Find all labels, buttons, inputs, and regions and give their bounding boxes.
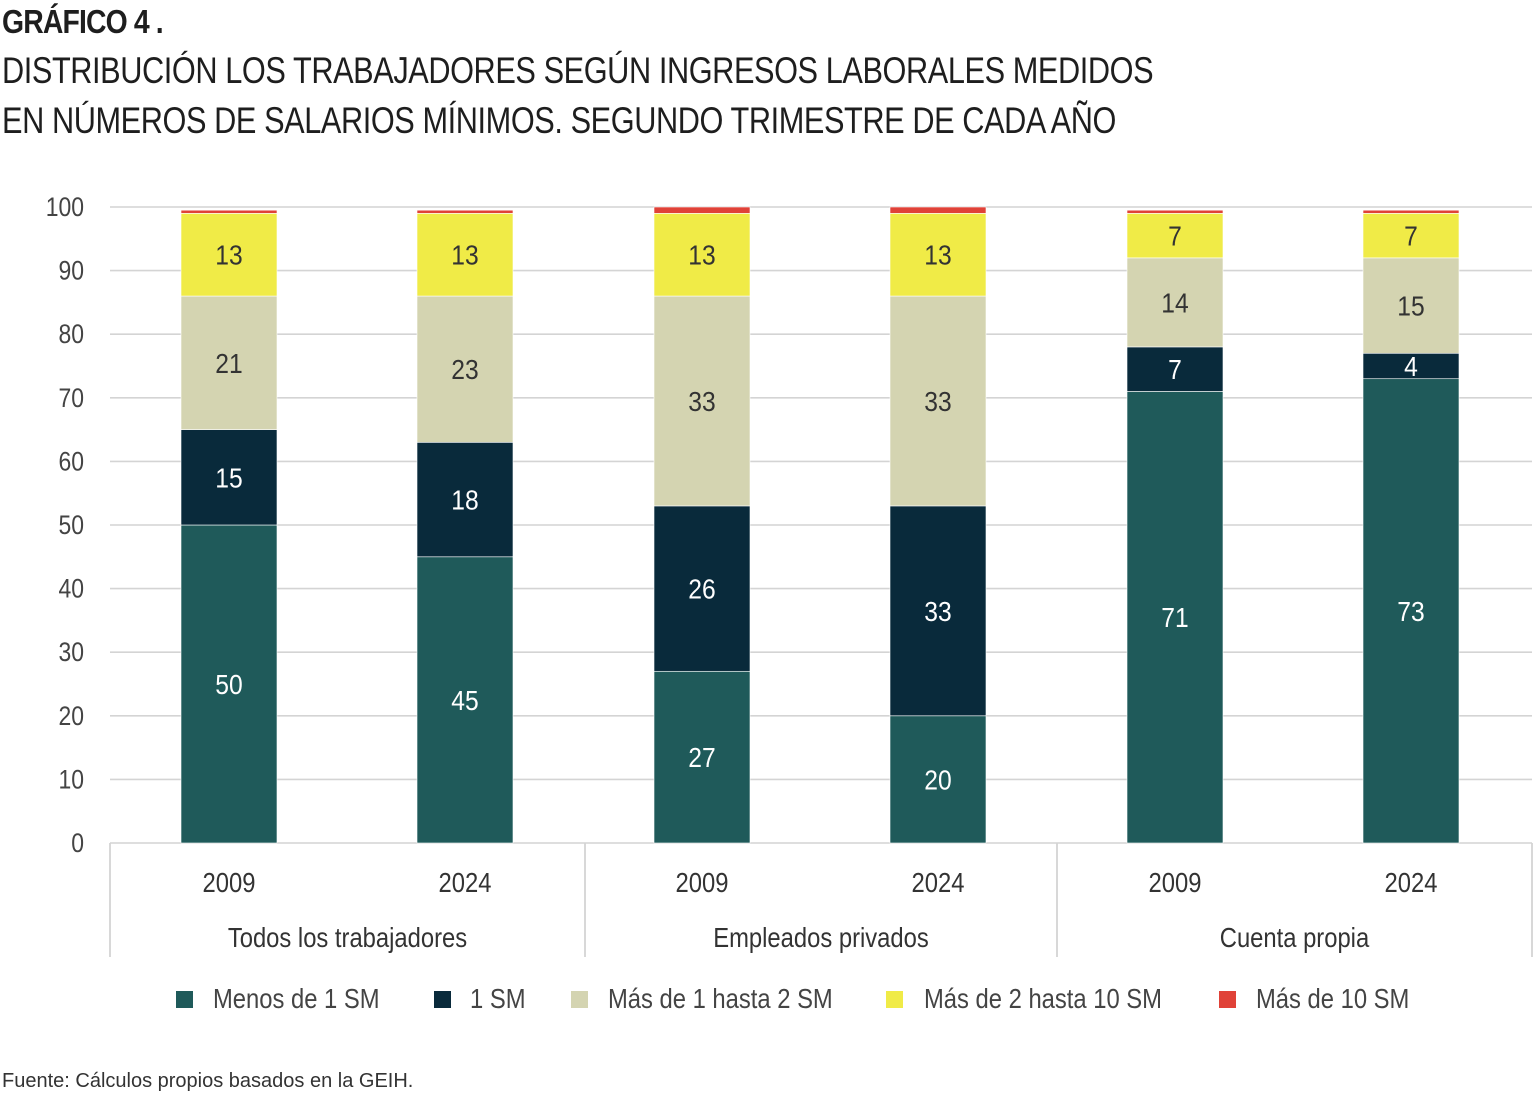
bar-segment-3-series-1 bbox=[653, 670, 751, 844]
bar-segment-5-series-3 bbox=[1126, 257, 1224, 348]
bar-segment-1-series-2 bbox=[180, 429, 278, 526]
y-tick-label-100: 100 bbox=[46, 192, 84, 222]
y-tick-label-50: 50 bbox=[58, 510, 84, 540]
chart-title: DISTRIBUCIÓN LOS TRABAJADORES SEGÚN INGR… bbox=[2, 46, 1154, 146]
chart-title-line-2: EN NÚMEROS DE SALARIOS MÍNIMOS. SEGUNDO … bbox=[2, 100, 1116, 141]
bar-segment-6-series-5 bbox=[1362, 209, 1460, 214]
bar-segment-1-series-5 bbox=[180, 209, 278, 214]
bar-segment-3-series-3 bbox=[653, 295, 751, 507]
bar-segment-6-series-2 bbox=[1362, 352, 1460, 380]
bar-segment-2-series-3 bbox=[416, 295, 514, 443]
legend-label-1: Menos de 1 SM bbox=[213, 982, 380, 1014]
data-label-1-series-2: 15 bbox=[215, 462, 242, 494]
bar-segment-2-series-5 bbox=[416, 209, 514, 214]
data-label-6-series-3: 15 bbox=[1397, 290, 1424, 322]
group-label-1: Todos los trabajadores bbox=[228, 921, 467, 953]
data-label-6-series-2: 4 bbox=[1404, 351, 1418, 383]
stacked-bar-chart: 0 10 20 30 40 50 60 70 80 90 100 50 15 21 13 45 18 23 13 27… bbox=[46, 192, 1533, 1014]
y-tick-label-40: 40 bbox=[58, 574, 84, 604]
bar-segment-5-series-4 bbox=[1126, 213, 1224, 259]
data-label-1-series-3: 21 bbox=[215, 347, 242, 379]
legend-label-4: Más de 2 hasta 10 SM bbox=[924, 982, 1162, 1014]
bar-segment-2-series-4 bbox=[416, 213, 514, 297]
legend-label-5: Más de 10 SM bbox=[1256, 982, 1409, 1014]
bar-segment-4-series-5 bbox=[889, 206, 987, 214]
legend-swatch-1 bbox=[176, 991, 193, 1008]
bar-segment-2-series-2 bbox=[416, 442, 514, 558]
data-label-5-series-4: 7 bbox=[1168, 220, 1182, 252]
x-tick-label-2: 2024 bbox=[439, 866, 492, 898]
data-label-5-series-1: 71 bbox=[1161, 602, 1188, 634]
bar-segment-4-series-4 bbox=[889, 213, 987, 297]
bar-segment-3-series-4 bbox=[653, 213, 751, 297]
data-label-3-series-1: 27 bbox=[688, 742, 715, 774]
x-tick-label-5: 2009 bbox=[1149, 866, 1202, 898]
y-tick-label-70: 70 bbox=[58, 383, 84, 413]
bar-segment-3-series-2 bbox=[653, 505, 751, 672]
legend-swatch-3 bbox=[571, 991, 588, 1008]
legend-swatch-4 bbox=[886, 991, 903, 1008]
data-label-4-series-4: 13 bbox=[924, 239, 951, 271]
bar-segment-1-series-3 bbox=[180, 295, 278, 430]
chart-number: GRÁFICO 4 . bbox=[2, 3, 164, 40]
data-label-4-series-1: 20 bbox=[924, 764, 951, 796]
y-tick-label-80: 80 bbox=[58, 319, 84, 349]
data-label-2-series-1: 45 bbox=[451, 684, 478, 716]
bar-segment-6-series-1 bbox=[1362, 378, 1460, 844]
y-tick-label-0: 0 bbox=[71, 828, 84, 858]
data-label-2-series-3: 23 bbox=[451, 354, 478, 386]
data-label-6-series-4: 7 bbox=[1404, 220, 1418, 252]
data-label-2-series-4: 13 bbox=[451, 239, 478, 271]
group-label-3: Cuenta propia bbox=[1220, 921, 1370, 953]
x-tick-label-6: 2024 bbox=[1385, 866, 1438, 898]
bar-segment-5-series-5 bbox=[1126, 209, 1224, 214]
bar-segment-5-series-1 bbox=[1126, 391, 1224, 844]
data-label-5-series-3: 14 bbox=[1161, 287, 1188, 319]
bar-segment-2-series-1 bbox=[416, 556, 514, 844]
bar-segment-4-series-1 bbox=[889, 715, 987, 844]
legend-swatch-2 bbox=[434, 991, 451, 1008]
data-label-1-series-4: 13 bbox=[215, 239, 242, 271]
data-label-3-series-2: 26 bbox=[688, 573, 715, 605]
data-label-1-series-1: 50 bbox=[215, 669, 242, 701]
bar-segment-1-series-1 bbox=[180, 524, 278, 844]
y-tick-label-20: 20 bbox=[58, 701, 84, 731]
bar-segment-4-series-3 bbox=[889, 295, 987, 507]
y-tick-label-90: 90 bbox=[58, 256, 84, 286]
x-tick-label-3: 2009 bbox=[676, 866, 729, 898]
x-tick-label-1: 2009 bbox=[203, 866, 256, 898]
legend-label-3: Más de 1 hasta 2 SM bbox=[608, 982, 833, 1014]
data-label-4-series-3: 33 bbox=[924, 385, 951, 417]
chart-heading: GRÁFICO 4 . DISTRIBUCIÓN LOS TRABAJADORE… bbox=[2, 2, 1389, 146]
data-label-5-series-2: 7 bbox=[1168, 354, 1182, 386]
group-label-2: Empleados privados bbox=[713, 921, 929, 953]
data-label-3-series-3: 33 bbox=[688, 385, 715, 417]
bar-segment-3-series-5 bbox=[653, 206, 751, 214]
legend-swatch-5 bbox=[1219, 991, 1236, 1008]
y-tick-label-30: 30 bbox=[58, 637, 84, 667]
bar-segment-5-series-2 bbox=[1126, 346, 1224, 392]
data-label-6-series-1: 73 bbox=[1397, 595, 1424, 627]
data-label-4-series-2: 33 bbox=[924, 595, 951, 627]
data-label-3-series-4: 13 bbox=[688, 239, 715, 271]
source-note: Fuente: Cálculos propios basados en la G… bbox=[2, 1070, 414, 1092]
y-tick-label-10: 10 bbox=[58, 765, 84, 795]
y-tick-label-60: 60 bbox=[58, 447, 84, 477]
bar-segment-1-series-4 bbox=[180, 213, 278, 297]
data-label-2-series-2: 18 bbox=[451, 484, 478, 516]
x-tick-label-4: 2024 bbox=[912, 866, 965, 898]
chart-title-line-1: DISTRIBUCIÓN LOS TRABAJADORES SEGÚN INGR… bbox=[2, 50, 1154, 91]
bar-segment-4-series-2 bbox=[889, 505, 987, 717]
legend-label-2: 1 SM bbox=[470, 982, 526, 1014]
